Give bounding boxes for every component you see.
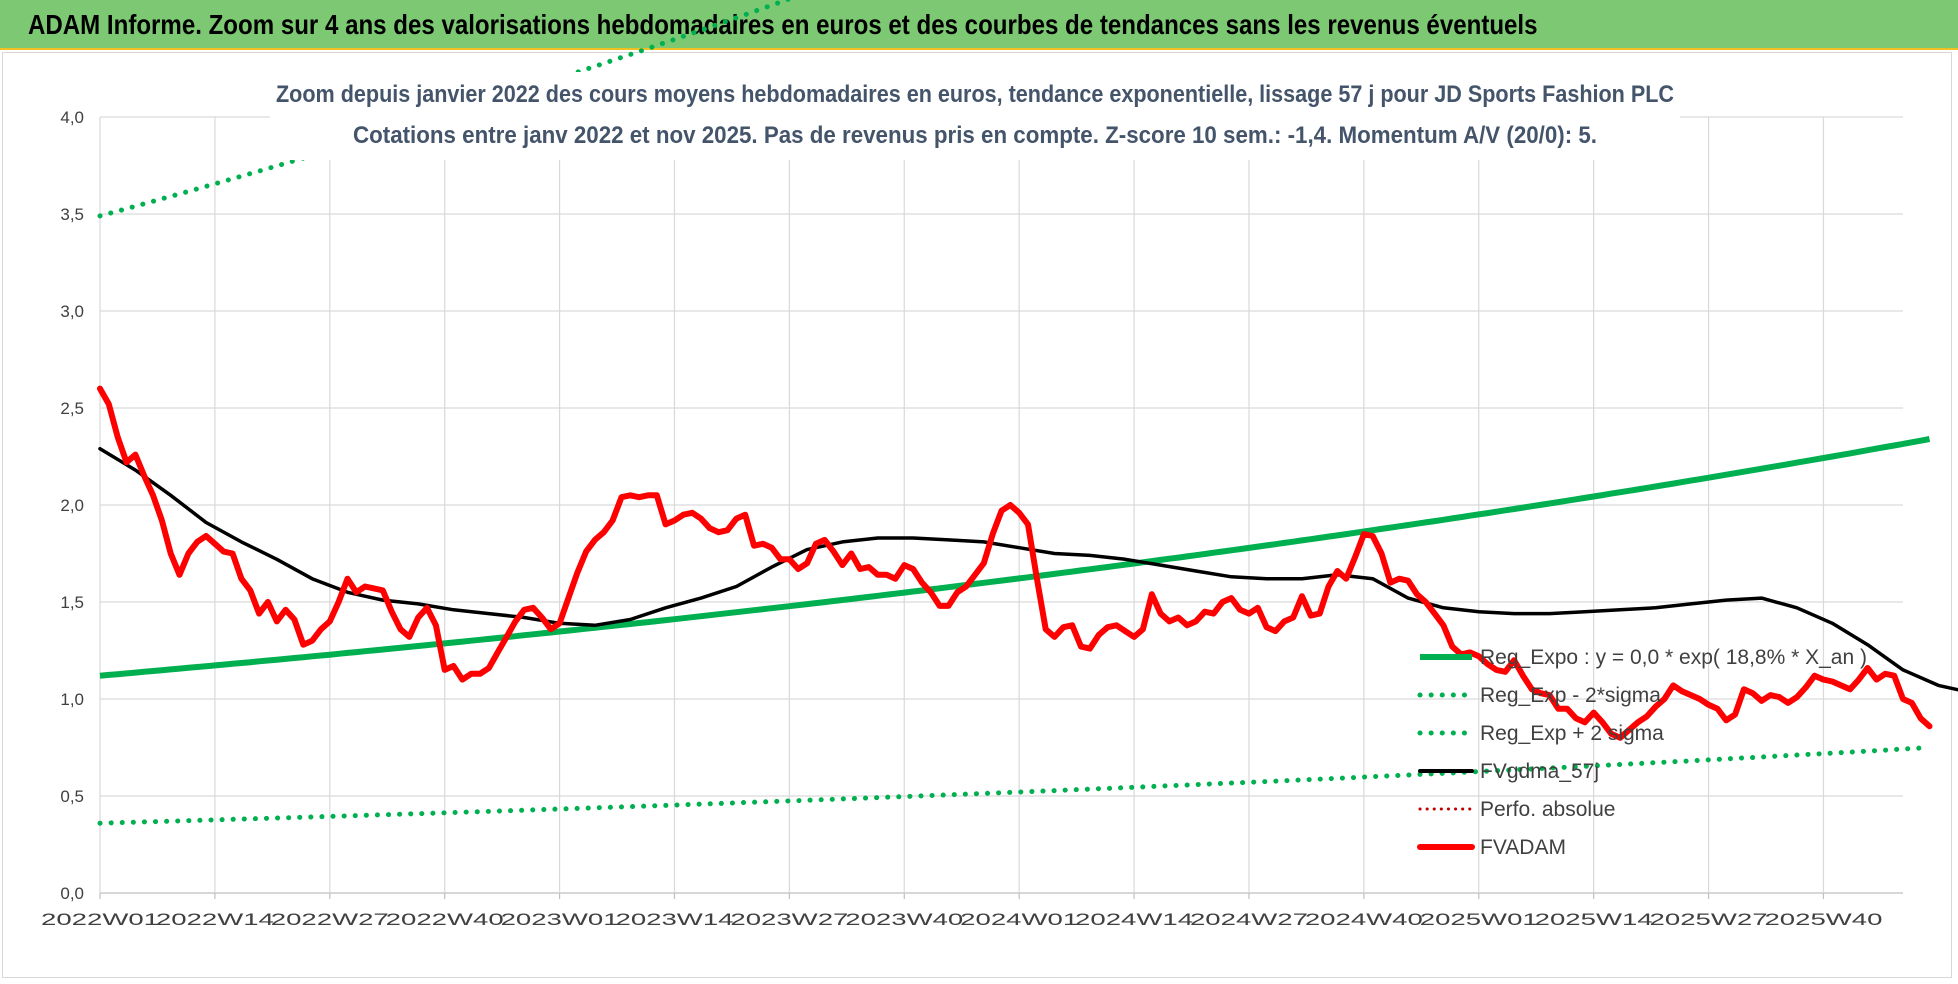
x-tick-label: 2025W14 bbox=[1535, 910, 1653, 929]
y-tick-label: 1,0 bbox=[60, 690, 84, 709]
chart-subtitle-line2: Cotations entre janv 2022 et nov 2025. P… bbox=[353, 122, 1597, 149]
subtitle-background bbox=[270, 72, 1680, 160]
series-line-3 bbox=[98, 446, 1958, 692]
x-tick-label: 2024W40 bbox=[1305, 910, 1423, 929]
x-tick-label: 2022W01 bbox=[41, 910, 159, 929]
y-tick-label: 2,0 bbox=[60, 496, 84, 515]
x-tick-label: 2025W27 bbox=[1650, 910, 1768, 929]
x-tick-label: 2022W14 bbox=[156, 910, 274, 929]
y-tick-label: 4,0 bbox=[60, 108, 84, 127]
y-tick-label: 3,0 bbox=[60, 302, 84, 321]
legend-label: FVADAM bbox=[1480, 836, 1566, 859]
legend-label: Perfo. absolue bbox=[1480, 798, 1615, 821]
y-tick-label: 2,5 bbox=[60, 399, 84, 418]
x-tick-label: 2023W27 bbox=[730, 910, 848, 929]
chart-subtitle-line1: Zoom depuis janvier 2022 des cours moyen… bbox=[276, 81, 1674, 108]
y-tick-label: 0,0 bbox=[60, 884, 84, 903]
series-line-0 bbox=[99, 436, 1931, 679]
legend-label: FVgdma_57j bbox=[1480, 760, 1599, 783]
series-line-1 bbox=[97, 745, 1932, 826]
series-line-5 bbox=[97, 385, 1933, 741]
x-tick-label: 2025W01 bbox=[1420, 910, 1538, 929]
x-tick-label: 2022W40 bbox=[386, 910, 504, 929]
chart-frame bbox=[2, 52, 1952, 978]
x-axis-ticks: 2022W012022W142022W272022W402023W012023W… bbox=[41, 910, 1882, 929]
chart-grid bbox=[99, 116, 1903, 899]
chart-legend: Reg_Expo : y = 0,0 * exp( 18,8% * X_an )… bbox=[1417, 646, 1867, 859]
y-tick-label: 1,5 bbox=[60, 593, 84, 612]
y-tick-label: 3,5 bbox=[60, 205, 84, 224]
x-tick-label: 2023W14 bbox=[615, 910, 733, 929]
x-tick-label: 2024W27 bbox=[1190, 910, 1308, 929]
y-axis-ticks: 0,0 0,5 1,0 1,5 2,0 2,5 3,0 3,5 4,0 bbox=[60, 108, 84, 903]
x-tick-label: 2023W01 bbox=[501, 910, 619, 929]
legend-label: Reg_Exp - 2*sigma bbox=[1480, 684, 1661, 707]
x-tick-label: 2024W01 bbox=[960, 910, 1078, 929]
chart-series bbox=[97, 0, 1958, 826]
legend-label: Reg_Expo : y = 0,0 * exp( 18,8% * X_an ) bbox=[1480, 646, 1867, 669]
x-tick-label: 2024W14 bbox=[1075, 910, 1193, 929]
y-tick-label: 0,5 bbox=[60, 787, 84, 806]
legend-label: Reg_Exp + 2 sigma bbox=[1480, 722, 1664, 745]
x-tick-label: 2023W40 bbox=[845, 910, 963, 929]
report-title: ADAM Informe. Zoom sur 4 ans des valoris… bbox=[28, 9, 1538, 40]
x-tick-label: 2022W27 bbox=[271, 910, 389, 929]
report-header: ADAM Informe. Zoom sur 4 ans des valoris… bbox=[0, 0, 1958, 50]
x-tick-label: 2025W40 bbox=[1764, 910, 1882, 929]
